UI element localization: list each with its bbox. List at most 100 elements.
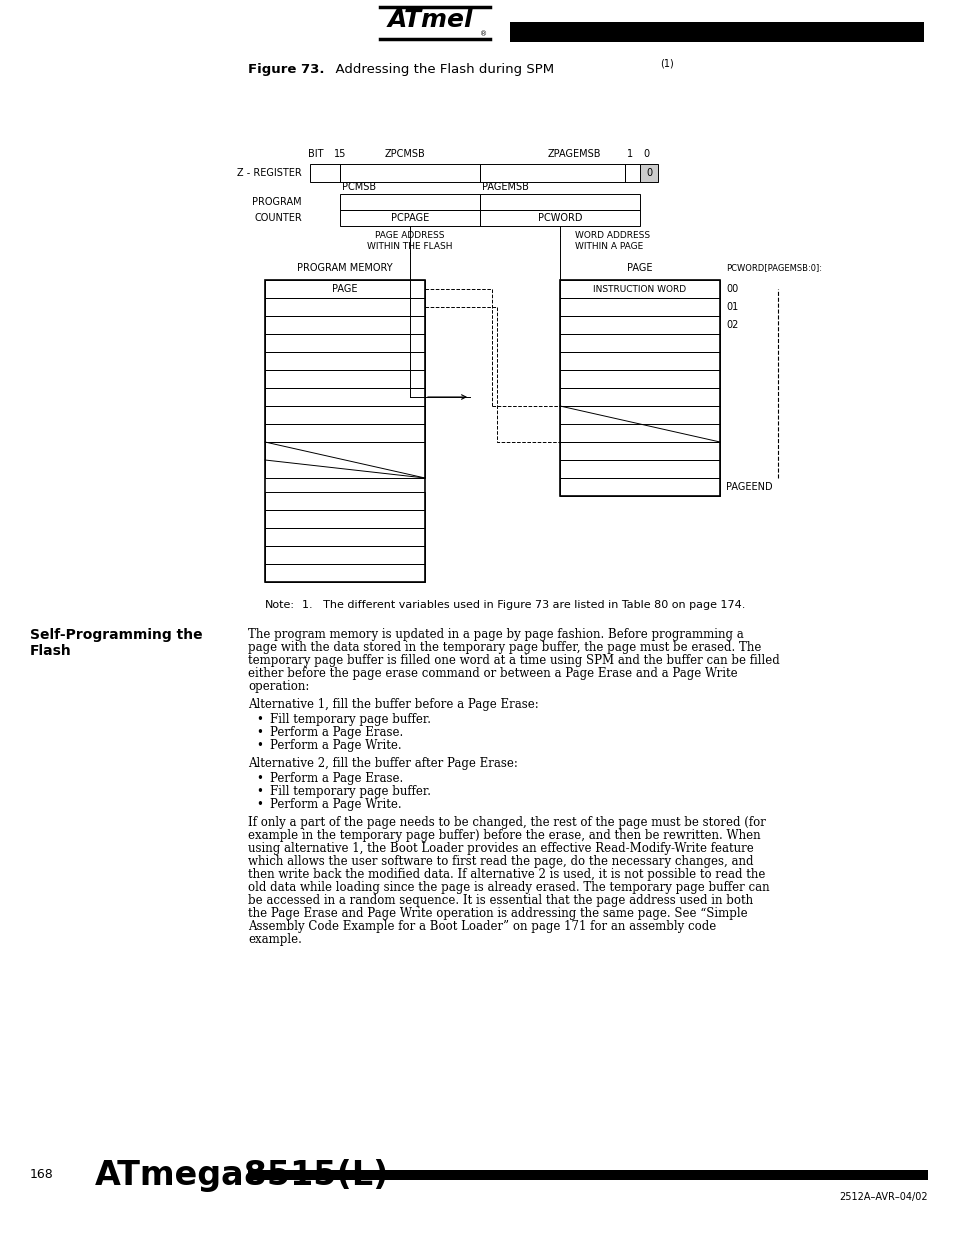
Text: be accessed in a random sequence. It is essential that the page address used in : be accessed in a random sequence. It is … [248, 894, 752, 908]
Text: Fill temporary page buffer.: Fill temporary page buffer. [270, 785, 431, 798]
Text: Perform a Page Erase.: Perform a Page Erase. [270, 772, 403, 785]
Text: PAGE: PAGE [626, 263, 652, 273]
Text: Z - REGISTER: Z - REGISTER [237, 168, 302, 178]
Bar [265, 442, 424, 478]
Bar [265, 352, 424, 370]
Text: PCWORD: PCWORD [537, 212, 581, 224]
Bar [559, 388, 720, 406]
Bar [624, 164, 639, 182]
Text: 2512A–AVR–04/02: 2512A–AVR–04/02 [839, 1192, 927, 1202]
Bar [559, 352, 720, 370]
Bar [559, 459, 720, 478]
Text: PAGE ADDRESS: PAGE ADDRESS [375, 231, 444, 240]
Text: then write back the modified data. If alternative 2 is used, it is not possible : then write back the modified data. If al… [248, 868, 764, 882]
Bar [479, 210, 639, 226]
Text: •: • [255, 726, 263, 740]
Bar [339, 164, 479, 182]
Text: •: • [255, 714, 263, 726]
Bar [559, 316, 720, 333]
Bar [339, 210, 479, 226]
Bar [265, 424, 424, 442]
Bar [265, 280, 424, 583]
Text: using alternative 1, the Boot Loader provides an effective Read-Modify-Write fea: using alternative 1, the Boot Loader pro… [248, 842, 753, 856]
Text: INSTRUCTION WORD: INSTRUCTION WORD [593, 284, 686, 294]
Bar [265, 316, 424, 333]
Text: page with the data stored in the temporary page buffer, the page must be erased.: page with the data stored in the tempora… [248, 641, 760, 655]
Text: The program memory is updated in a page by page fashion. Before programming a: The program memory is updated in a page … [248, 629, 743, 641]
Text: PROGRAM: PROGRAM [253, 198, 302, 207]
Text: ZPAGEMSB: ZPAGEMSB [547, 149, 601, 159]
Bar [265, 298, 424, 316]
Bar [265, 333, 424, 352]
Text: Fill temporary page buffer.: Fill temporary page buffer. [270, 714, 431, 726]
Text: Note:: Note: [265, 600, 294, 610]
Bar [265, 370, 424, 388]
Bar [559, 333, 720, 352]
Text: operation:: operation: [248, 680, 309, 693]
Bar [559, 370, 720, 388]
Text: the Page Erase and Page Write operation is addressing the same page. See “Simple: the Page Erase and Page Write operation … [248, 908, 747, 920]
Text: WORD ADDRESS: WORD ADDRESS [575, 231, 649, 240]
Text: PCPAGE: PCPAGE [391, 212, 429, 224]
Bar [310, 164, 339, 182]
Text: Self-Programming the: Self-Programming the [30, 629, 202, 642]
Text: example.: example. [248, 934, 301, 946]
Bar [559, 442, 720, 459]
Text: Assembly Code Example for a Boot Loader” on page 171 for an assembly code: Assembly Code Example for a Boot Loader”… [248, 920, 716, 934]
Text: WITHIN A PAGE: WITHIN A PAGE [575, 242, 642, 251]
Text: example in the temporary page buffer) before the erase, and then be rewritten. W: example in the temporary page buffer) be… [248, 830, 760, 842]
Text: Perform a Page Write.: Perform a Page Write. [270, 798, 401, 811]
Bar [265, 529, 424, 546]
Text: Flash: Flash [30, 645, 71, 658]
Bar [265, 280, 424, 298]
Bar [265, 388, 424, 406]
Text: If only a part of the page needs to be changed, the rest of the page must be sto: If only a part of the page needs to be c… [248, 816, 765, 830]
Bar [510, 22, 923, 42]
Text: •: • [255, 798, 263, 811]
Text: PROGRAM MEMORY: PROGRAM MEMORY [297, 263, 393, 273]
Text: PCMSB: PCMSB [341, 182, 375, 191]
Bar [559, 478, 720, 496]
Bar [559, 280, 720, 496]
Text: Alternative 1, fill the buffer before a Page Erase:: Alternative 1, fill the buffer before a … [248, 699, 538, 711]
Bar [248, 1170, 927, 1179]
Text: 15: 15 [334, 149, 346, 159]
Text: ATmel: ATmel [387, 7, 473, 32]
Text: BIT: BIT [308, 149, 323, 159]
Bar [559, 298, 720, 316]
Text: 01: 01 [725, 303, 738, 312]
Text: Addressing the Flash during SPM: Addressing the Flash during SPM [327, 63, 554, 77]
Text: temporary page buffer is filled one word at a time using SPM and the buffer can : temporary page buffer is filled one word… [248, 655, 779, 667]
Text: 02: 02 [725, 320, 738, 330]
Text: •: • [255, 740, 263, 752]
Text: Perform a Page Write.: Perform a Page Write. [270, 740, 401, 752]
Text: •: • [255, 772, 263, 785]
Text: 1: 1 [626, 149, 633, 159]
Text: old data while loading since the page is already erased. The temporary page buff: old data while loading since the page is… [248, 882, 769, 894]
Text: ATmega8515(L): ATmega8515(L) [95, 1158, 389, 1192]
Text: PAGEMSB: PAGEMSB [481, 182, 528, 191]
Text: Perform a Page Erase.: Perform a Page Erase. [270, 726, 403, 740]
Bar [479, 194, 639, 210]
Text: COUNTER: COUNTER [254, 212, 302, 224]
Text: Alternative 2, fill the buffer after Page Erase:: Alternative 2, fill the buffer after Pag… [248, 757, 517, 771]
Bar [639, 164, 658, 182]
Bar [559, 280, 720, 298]
Text: PAGE: PAGE [332, 284, 357, 294]
Text: 1.   The different variables used in Figure 73 are listed in Table 80 on page 17: 1. The different variables used in Figur… [302, 600, 744, 610]
Text: 168: 168 [30, 1168, 53, 1182]
Bar [339, 194, 479, 210]
Text: which allows the user software to first read the page, do the necessary changes,: which allows the user software to first … [248, 856, 753, 868]
Text: (1): (1) [659, 58, 673, 68]
Text: WITHIN THE FLASH: WITHIN THE FLASH [367, 242, 453, 251]
Text: 0: 0 [645, 168, 652, 178]
Bar [265, 564, 424, 583]
Text: PAGEEND: PAGEEND [725, 482, 772, 492]
Bar [479, 164, 624, 182]
Bar [265, 406, 424, 424]
Bar [265, 546, 424, 564]
Text: ZPCMSB: ZPCMSB [385, 149, 425, 159]
Text: •: • [255, 785, 263, 798]
Text: 00: 00 [725, 284, 738, 294]
Bar [559, 406, 720, 442]
